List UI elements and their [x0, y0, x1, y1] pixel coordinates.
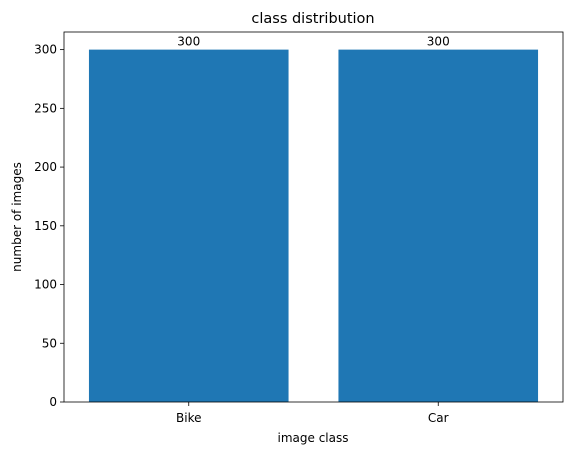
x-tick-label-bike: Bike	[176, 411, 201, 425]
y-tick-label-150: 150	[34, 219, 57, 233]
plot-frame	[63, 31, 564, 403]
bar-bike	[88, 49, 289, 403]
data-label-bike: 300	[177, 35, 200, 49]
y-axis: 0 50 100 150 200 250 300	[34, 43, 64, 409]
y-tick-label-300: 300	[34, 43, 57, 57]
bar-car	[338, 49, 539, 403]
x-axis: Bike Car	[176, 402, 449, 425]
y-tick-label-100: 100	[34, 278, 57, 292]
x-axis-label: image class	[278, 431, 349, 445]
x-tick-label-car: Car	[428, 411, 449, 425]
y-tick-label-200: 200	[34, 160, 57, 174]
data-label-car: 300	[427, 35, 450, 49]
y-tick-label-250: 250	[34, 101, 57, 115]
data-labels-group: 300 300	[177, 35, 449, 49]
bars-group	[88, 49, 539, 403]
chart-title: class distribution	[251, 11, 374, 27]
y-axis-label: number of images	[10, 162, 24, 272]
y-tick-label-0: 0	[49, 395, 57, 409]
y-tick-label-50: 50	[42, 336, 57, 350]
